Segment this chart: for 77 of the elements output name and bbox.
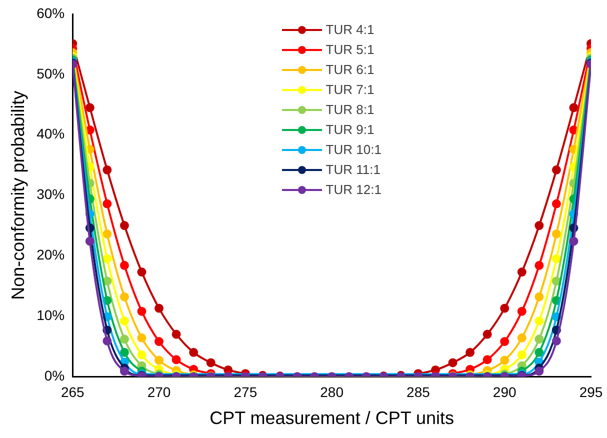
y-tick-label: 0% [44, 367, 65, 384]
point [154, 356, 164, 365]
point [534, 334, 544, 344]
x-axis-title: CPT measurement / CPT units [210, 408, 454, 428]
point [569, 103, 578, 112]
point [552, 199, 561, 208]
legend-label: TUR 11:1 [326, 161, 380, 179]
point [85, 236, 94, 246]
point [517, 306, 526, 316]
x-tick-label: 290 [492, 384, 516, 400]
point [137, 268, 146, 277]
point [154, 304, 164, 313]
point [517, 350, 526, 360]
y-tick-label: 20% [36, 246, 65, 263]
point [534, 348, 544, 357]
x-tick-label: 275 [234, 384, 258, 400]
point [500, 337, 510, 346]
legend-label: TUR 8:1 [326, 101, 374, 119]
point [552, 165, 561, 174]
point [552, 254, 561, 264]
point [120, 292, 129, 302]
y-tick-label: 10% [36, 307, 65, 324]
point [534, 292, 544, 302]
x-tick-label: 280 [320, 384, 344, 400]
point [120, 260, 129, 270]
point [552, 229, 561, 238]
x-tick-label: 295 [579, 384, 603, 400]
point [482, 330, 492, 339]
point [120, 366, 129, 376]
legend-label: TUR 7:1 [326, 81, 374, 99]
point [102, 165, 112, 174]
point [448, 358, 458, 368]
point [534, 260, 544, 270]
y-tick-label: 50% [36, 65, 65, 82]
point [137, 306, 146, 316]
point [517, 268, 526, 277]
point [120, 316, 129, 326]
point [500, 356, 510, 365]
point [534, 316, 544, 326]
point [534, 366, 544, 376]
point [102, 276, 112, 286]
legend-label: TUR 9:1 [326, 121, 374, 139]
point [137, 333, 146, 342]
point [466, 348, 475, 357]
legend-label: TUR 5:1 [326, 41, 374, 59]
point [120, 348, 129, 357]
point [102, 336, 112, 346]
point [552, 276, 561, 286]
x-tick-label: 265 [60, 384, 85, 400]
point [534, 221, 544, 230]
point [102, 199, 112, 208]
y-tick-label: 30% [36, 186, 65, 202]
point [206, 358, 216, 368]
legend-label: TUR 12:1 [326, 181, 382, 199]
point [189, 348, 198, 357]
y-tick-label: 60% [36, 4, 65, 21]
point [120, 221, 129, 230]
legend-label: TUR 10:1 [326, 141, 382, 159]
point [102, 229, 112, 238]
point [517, 333, 526, 342]
x-tick-label: 285 [406, 384, 430, 400]
point [172, 330, 181, 339]
y-axis-title: Non-conformity probability [8, 90, 28, 300]
point [552, 336, 561, 346]
point [500, 304, 510, 313]
legend-label: TUR 6:1 [326, 61, 374, 79]
point [120, 334, 129, 344]
legend-label: TUR 4:1 [326, 21, 374, 39]
y-tick-label: 40% [36, 126, 65, 142]
point [482, 355, 492, 364]
point [154, 337, 164, 346]
point [569, 236, 578, 246]
point [85, 103, 94, 112]
x-tick-label: 270 [147, 384, 171, 400]
point [102, 254, 112, 264]
point [172, 355, 181, 364]
point [137, 350, 146, 360]
